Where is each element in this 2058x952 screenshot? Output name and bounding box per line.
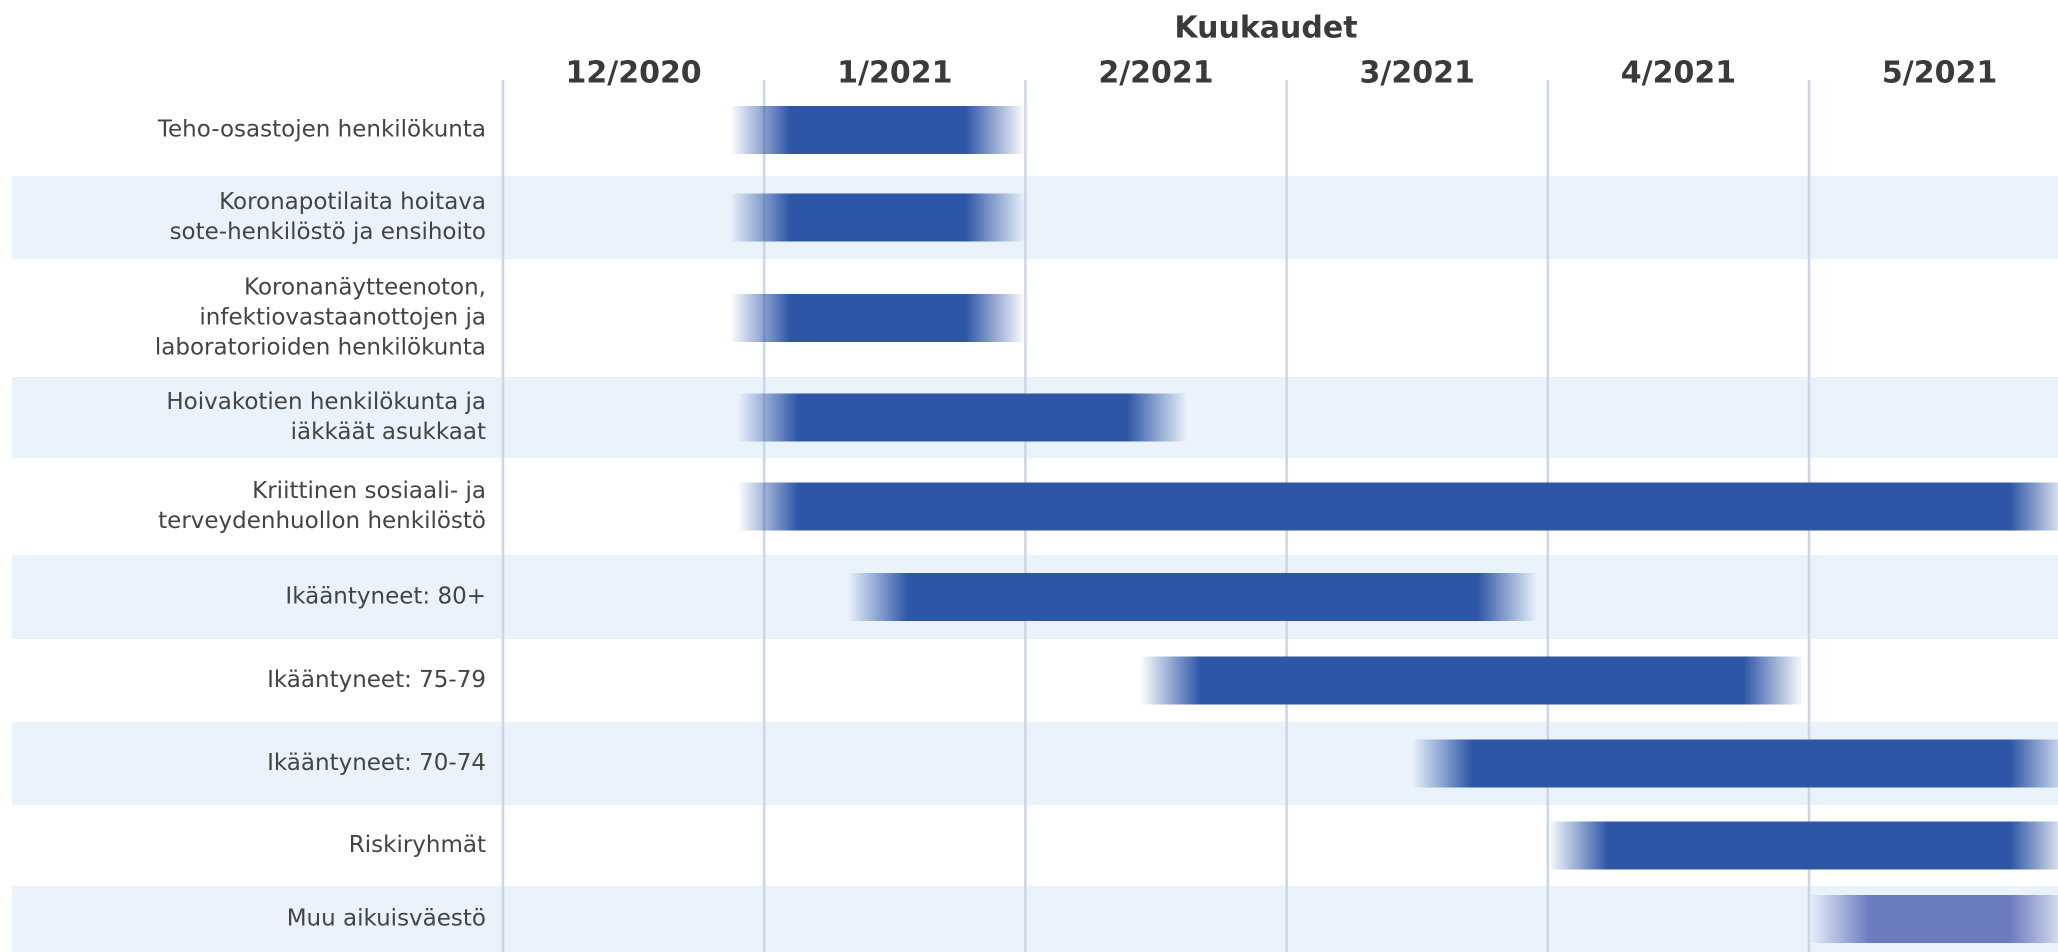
axis-title: Kuukaudet [1174, 11, 1357, 46]
row-stripe [12, 886, 2058, 952]
row-label: Teho-osastojen henkilökunta [157, 117, 486, 143]
month-label: 1/2021 [837, 56, 952, 91]
row-label: terveydenhuollon henkilöstö [158, 508, 486, 534]
bar [1140, 656, 1804, 705]
month-label: 4/2021 [1621, 56, 1736, 91]
bar [1411, 739, 2058, 788]
row-label: sote-henkilöstö ja ensihoito [170, 219, 486, 245]
row-label: Ikääntyneet: 70-74 [267, 750, 486, 776]
month-label: 3/2021 [1360, 56, 1475, 91]
row-label: Riskiryhmät [349, 832, 486, 858]
row-label: Ikääntyneet: 80+ [285, 584, 486, 610]
bar [738, 482, 2058, 531]
row-label: laboratorioiden henkilökunta [155, 335, 486, 361]
row-label: infektiovastaanottojen ja [199, 305, 486, 331]
bar [730, 294, 1026, 342]
month-label: 2/2021 [1098, 56, 1213, 91]
bar [847, 573, 1538, 621]
row-label: Ikääntyneet: 75-79 [267, 667, 486, 693]
row-label: Kriittinen sosiaali- ja [252, 478, 486, 504]
month-label: 12/2020 [565, 56, 701, 91]
month-label: 5/2021 [1882, 56, 1997, 91]
row-label: Muu aikuisväestö [287, 906, 486, 932]
bar [1547, 821, 2058, 870]
bar [730, 193, 1026, 242]
row-label: Koronapotilaita hoitava [219, 189, 486, 215]
row-label: Koronanäytteenoton, [244, 275, 486, 301]
bar [730, 106, 1026, 154]
row-label: iäkkäät asukkaat [291, 419, 486, 445]
bar [1809, 895, 2058, 943]
row-label: Hoivakotien henkilökunta ja [166, 389, 486, 415]
row-stripe [12, 176, 2058, 259]
bar [738, 393, 1188, 442]
